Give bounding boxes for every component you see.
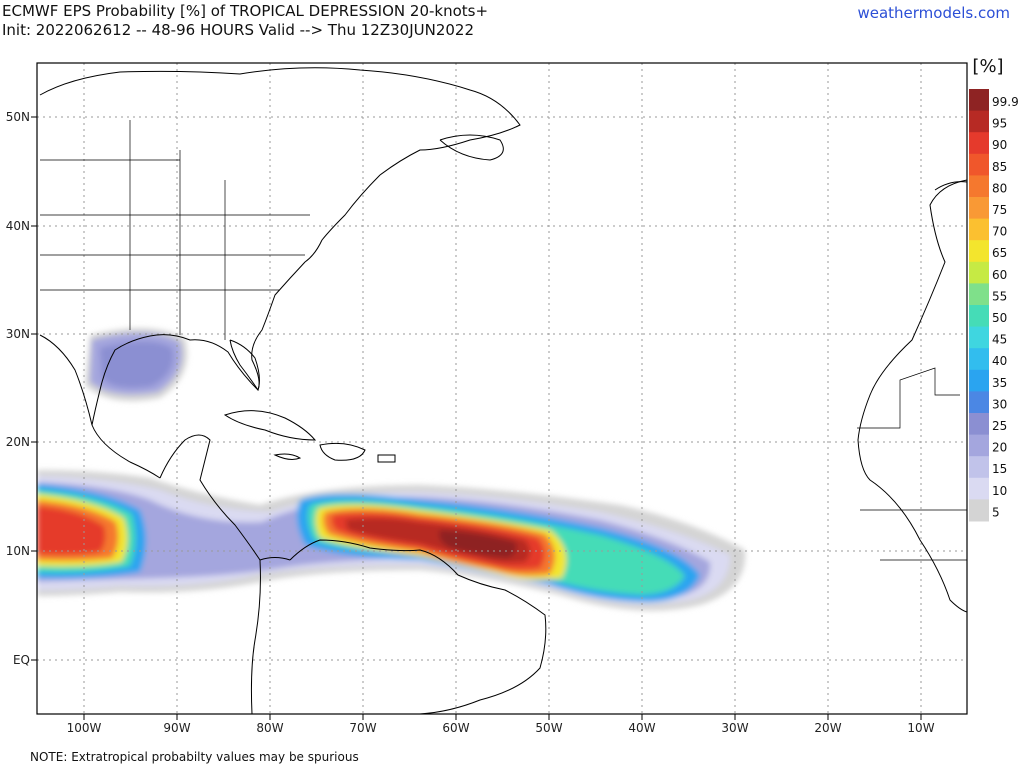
colorbar-swatch xyxy=(969,434,989,457)
colorbar-swatch xyxy=(969,456,989,479)
footnote: NOTE: Extratropical probabilty values ma… xyxy=(30,750,359,764)
colorbar-swatch xyxy=(969,197,989,220)
colorbar-unit: [%] xyxy=(972,56,1003,77)
title-line-2: Init: 2022062612 -- 48-96 HOURS Valid --… xyxy=(2,21,474,39)
lat-label: 50N xyxy=(6,110,30,124)
lat-label: 10N xyxy=(6,544,30,558)
colorbar-swatch xyxy=(969,499,989,522)
lon-label: 30W xyxy=(721,721,748,735)
lon-label: 50W xyxy=(535,721,562,735)
colorbar-label: 55 xyxy=(992,289,1007,303)
lon-label: 70W xyxy=(349,721,376,735)
colorbar-label: 70 xyxy=(992,225,1007,239)
colorbar-label: 25 xyxy=(992,419,1007,433)
colorbar-label: 80 xyxy=(992,181,1007,195)
colorbar-label: 95 xyxy=(992,117,1007,131)
colorbar-swatch xyxy=(969,89,989,112)
lon-label: 10W xyxy=(907,721,934,735)
colorbar-label: 45 xyxy=(992,333,1007,347)
colorbar-swatch xyxy=(969,240,989,263)
colorbar-label: 20 xyxy=(992,441,1007,455)
colorbar-label: 15 xyxy=(992,462,1007,476)
lon-label: 20W xyxy=(814,721,841,735)
colorbar-swatch xyxy=(969,391,989,414)
colorbar-label: 50 xyxy=(992,311,1007,325)
colorbar-swatch xyxy=(969,132,989,155)
colorbar-label: 10 xyxy=(992,484,1007,498)
map-title: ECMWF EPS Probability [%] of TROPICAL DE… xyxy=(2,2,488,40)
colorbar-swatch xyxy=(969,348,989,371)
colorbar-swatch xyxy=(969,413,989,436)
site-link[interactable]: weathermodels.com xyxy=(857,4,1010,22)
colorbar-swatch xyxy=(969,218,989,241)
lat-ticks xyxy=(31,116,37,661)
colorbar-label: 90 xyxy=(992,138,1007,152)
lat-label: 40N xyxy=(6,219,30,233)
colorbar-label: 5 xyxy=(992,505,1000,519)
colorbar-swatch xyxy=(969,153,989,176)
title-line-1: ECMWF EPS Probability [%] of TROPICAL DE… xyxy=(2,2,489,20)
colorbar: 99.9 95 90 85 80 75 70 65 60 55 50 45 40 35 30 25 20 15 10… xyxy=(969,89,1019,522)
colorbar-swatch xyxy=(969,305,989,328)
coastlines xyxy=(39,67,967,714)
lat-label: EQ xyxy=(13,653,30,667)
graticule xyxy=(37,63,967,714)
colorbar-label: 85 xyxy=(992,160,1007,174)
lat-label: 30N xyxy=(6,327,30,341)
political-borders xyxy=(40,120,967,561)
colorbar-label: 60 xyxy=(992,268,1007,282)
colorbar-swatch xyxy=(969,369,989,392)
colorbar-label: 75 xyxy=(992,203,1007,217)
map-area xyxy=(37,63,967,714)
lon-ticks xyxy=(83,714,922,720)
map-frame xyxy=(36,62,968,715)
colorbar-label: 35 xyxy=(992,376,1007,390)
lon-label: 90W xyxy=(163,721,190,735)
colorbar-swatch xyxy=(969,110,989,133)
colorbar-label: 40 xyxy=(992,354,1007,368)
lon-label: 100W xyxy=(67,721,102,735)
colorbar-swatch xyxy=(969,283,989,306)
colorbar-swatch xyxy=(969,326,989,349)
colorbar-label: 30 xyxy=(992,397,1007,411)
lat-label: 20N xyxy=(6,435,30,449)
colorbar-label: 99.9 xyxy=(992,95,1019,109)
lon-label: 60W xyxy=(442,721,469,735)
lon-label: 40W xyxy=(628,721,655,735)
colorbar-label: 65 xyxy=(992,246,1007,260)
colorbar-swatch xyxy=(969,261,989,284)
probability-shading xyxy=(37,328,746,611)
colorbar-swatch xyxy=(969,477,989,500)
lon-label: 80W xyxy=(256,721,283,735)
colorbar-swatch xyxy=(969,175,989,198)
